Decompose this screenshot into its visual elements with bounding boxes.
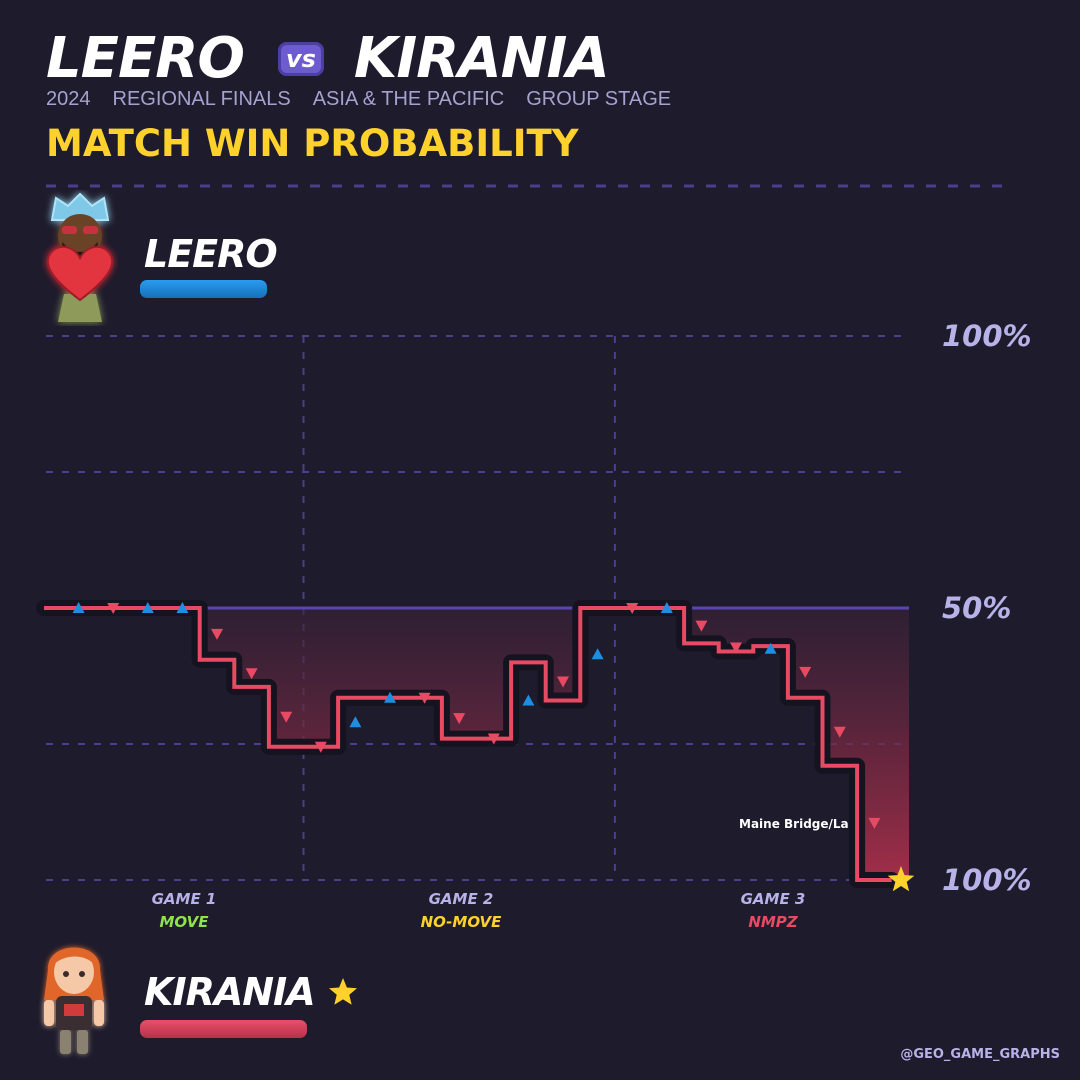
- game-2-title: GAME 2: [428, 890, 494, 908]
- kirania-color-bar: [140, 1020, 307, 1038]
- leero-point-marker: [349, 716, 362, 728]
- leero-point-marker: [141, 602, 154, 613]
- leero-point-marker: [660, 602, 673, 613]
- chart-title: MATCH WIN PROBABILITY: [46, 122, 579, 165]
- title-row: LEERO vs KIRANIA: [46, 24, 610, 94]
- game-2-mode: NO-MOVE: [420, 913, 502, 931]
- kirania-point-marker: [107, 603, 120, 614]
- credit: @GEO_GAME_GRAPHS: [900, 1047, 1060, 1062]
- game-3-mode: NMPZ: [748, 913, 798, 931]
- star-icon: [328, 978, 357, 1005]
- kirania-point-marker: [487, 733, 500, 745]
- kirania-point-marker: [626, 603, 639, 614]
- kirania-point-marker: [245, 668, 258, 680]
- y-label-top: 100%: [942, 319, 1032, 353]
- leero-point-marker: [384, 691, 396, 703]
- kirania-point-marker: [833, 726, 846, 738]
- leero-color-bar: [140, 280, 267, 298]
- subtitle: 2024 REGIONAL FINALS ASIA & THE PACIFIC …: [46, 88, 671, 111]
- kirania-point-marker: [280, 711, 293, 723]
- game-2-label: GAME 2 NO-MOVE: [381, 888, 541, 934]
- probability-area: [44, 608, 909, 880]
- subtitle-event: REGIONAL FINALS: [112, 88, 291, 110]
- kirania-point-marker: [211, 628, 223, 640]
- subtitle-region: ASIA & THE PACIFIC: [312, 88, 505, 110]
- leero-point-marker: [591, 648, 604, 660]
- vs-badge: vs: [277, 42, 324, 76]
- subtitle-year: 2024: [46, 88, 91, 110]
- game-1-mode: MOVE: [159, 913, 209, 931]
- leero-point-marker: [72, 602, 85, 613]
- kirania-name: KIRANIA: [144, 970, 316, 1014]
- team-b-title: KIRANIA: [353, 26, 610, 91]
- game-1-title: GAME 1: [151, 890, 217, 908]
- kirania-point-marker: [453, 713, 466, 725]
- game-1-label: GAME 1 MOVE: [104, 888, 264, 934]
- kirania-point-marker: [314, 741, 327, 753]
- y-label-bottom: 100%: [942, 863, 1032, 897]
- leero-point-marker: [522, 694, 535, 706]
- leero-point-marker: [764, 642, 777, 654]
- kirania-name-row: KIRANIA: [144, 970, 359, 1014]
- game-3-title: GAME 3: [740, 890, 806, 908]
- annotation-maine: Maine Bridge/Lake: [739, 817, 865, 831]
- subtitle-stage: GROUP STAGE: [526, 88, 672, 110]
- kirania-avatar: [44, 947, 104, 1054]
- kirania-point-marker: [868, 817, 881, 829]
- game-3-label: GAME 3 NMPZ: [693, 888, 853, 934]
- kirania-point-marker: [730, 642, 742, 654]
- kirania-point-marker: [418, 692, 431, 704]
- leero-name: LEERO: [144, 232, 278, 276]
- kirania-point-marker: [695, 620, 708, 632]
- leero-avatar: [46, 192, 114, 322]
- leero-point-marker: [176, 602, 189, 613]
- kirania-point-marker: [799, 666, 812, 678]
- team-a-title: LEERO: [46, 26, 245, 91]
- y-label-mid: 50%: [942, 591, 1012, 625]
- final-star-icon: [887, 866, 915, 892]
- kirania-point-marker: [557, 676, 569, 688]
